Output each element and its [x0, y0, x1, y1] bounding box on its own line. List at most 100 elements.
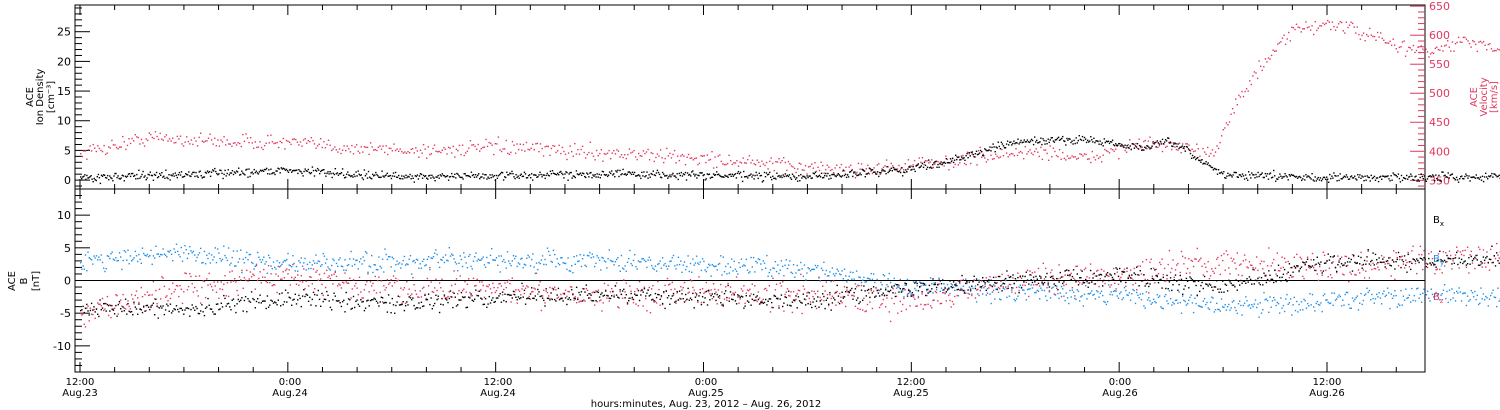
density-point — [1097, 140, 1099, 143]
density-point — [114, 172, 116, 175]
by-point — [1111, 294, 1114, 296]
density-point — [1332, 177, 1334, 179]
by-point — [347, 264, 350, 266]
velocity-point — [1029, 149, 1031, 151]
by-point — [916, 285, 918, 287]
by-point — [687, 255, 689, 257]
density-point — [730, 175, 732, 177]
density-point — [953, 159, 956, 161]
density-point — [527, 174, 530, 177]
velocity-point — [441, 149, 443, 151]
by-point — [449, 255, 452, 257]
by-point — [286, 258, 288, 261]
density-point — [787, 175, 790, 178]
density-point — [900, 167, 903, 169]
by-point — [246, 251, 248, 254]
density-point — [479, 177, 481, 180]
velocity-point — [271, 141, 274, 143]
by-point — [967, 292, 969, 295]
velocity-point — [1380, 32, 1382, 34]
velocity-point — [251, 142, 253, 144]
by-point — [977, 293, 979, 295]
by-point — [1302, 309, 1304, 311]
by-point — [870, 272, 872, 275]
density-point — [109, 175, 111, 177]
density-point — [224, 169, 226, 172]
density-point — [247, 176, 249, 178]
density-point — [1496, 176, 1498, 178]
by-point — [1340, 305, 1343, 307]
density-point — [1254, 177, 1256, 179]
velocity-point — [574, 143, 576, 145]
by-point — [242, 258, 244, 260]
by-point — [637, 260, 640, 262]
density-point — [1084, 138, 1087, 140]
velocity-point — [1428, 56, 1430, 58]
density-point — [818, 174, 821, 177]
density-point — [1370, 174, 1372, 177]
density-point — [1300, 176, 1302, 179]
velocity-point — [1182, 143, 1184, 145]
density-point — [513, 176, 515, 178]
by-point — [358, 261, 361, 263]
by-point — [685, 268, 687, 271]
density-point — [1201, 159, 1203, 161]
velocity-point — [1101, 161, 1103, 163]
by-point — [448, 247, 450, 249]
by-point — [919, 281, 921, 283]
velocity-point — [493, 153, 495, 156]
density-point — [505, 176, 507, 179]
density-point — [875, 173, 877, 175]
velocity-point — [1113, 150, 1115, 152]
b-tick-label: 0 — [64, 275, 71, 288]
density-point — [826, 175, 828, 177]
by-point — [1091, 290, 1093, 292]
velocity-point — [1055, 154, 1058, 157]
density-point — [1305, 174, 1307, 176]
velocity-point — [1467, 40, 1469, 42]
by-point — [312, 260, 315, 262]
by-point — [1268, 311, 1270, 313]
density-point — [536, 176, 538, 178]
density-point — [514, 177, 516, 180]
density-point — [806, 175, 808, 177]
by-point — [601, 256, 603, 259]
density-point — [1247, 179, 1249, 181]
density-point — [878, 175, 880, 178]
by-point — [1442, 289, 1445, 291]
by-point — [258, 256, 260, 258]
density-point — [1088, 141, 1090, 143]
density-point — [1275, 180, 1277, 182]
by-point — [880, 281, 882, 284]
velocity-point — [754, 164, 757, 166]
by-point — [558, 264, 561, 266]
by-point — [1045, 295, 1047, 297]
velocity-point — [447, 146, 450, 149]
by-point — [701, 258, 704, 260]
density-point — [565, 171, 567, 173]
by-point — [672, 254, 675, 257]
density-point — [1410, 173, 1412, 175]
density-point — [1220, 172, 1222, 174]
velocity-point — [485, 138, 487, 141]
density-point — [1274, 175, 1276, 177]
density-point — [1136, 143, 1139, 145]
velocity-point — [987, 159, 989, 161]
by-point — [226, 259, 229, 262]
by-point — [775, 270, 778, 273]
velocity-point — [371, 146, 373, 148]
density-point — [1412, 178, 1414, 181]
by-point — [1037, 290, 1040, 292]
by-point — [489, 254, 492, 256]
by-point — [586, 254, 589, 257]
by-point — [166, 256, 168, 258]
by-point — [339, 257, 341, 259]
velocity-point — [616, 149, 618, 151]
density-point — [642, 175, 644, 177]
by-point — [771, 275, 773, 277]
density-point — [973, 156, 976, 158]
velocity-point — [650, 152, 652, 154]
by-point — [459, 255, 461, 257]
density-point — [813, 173, 816, 175]
density-point — [228, 174, 230, 176]
